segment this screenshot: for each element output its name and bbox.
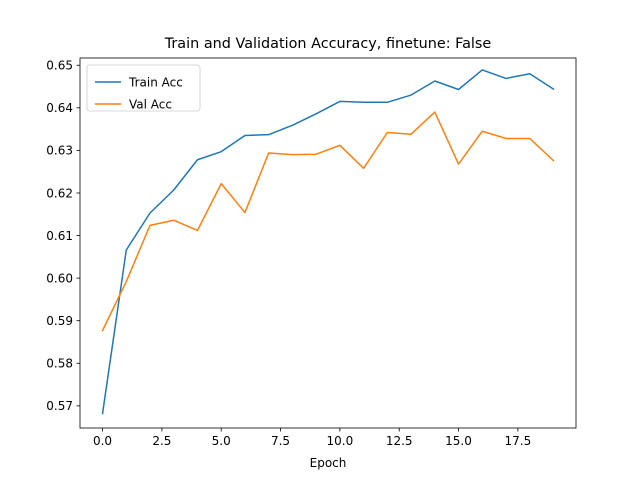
x-tick-label: 0.0: [93, 434, 112, 448]
y-tick-label: 0.60: [46, 271, 73, 285]
y-tick-label: 0.58: [46, 357, 73, 371]
legend-box: [86, 64, 201, 112]
x-axis: 0.0 2.5 5.0 7.5 10.0 12.5 15.0 17.5: [93, 428, 531, 448]
x-tick-label: 10.0: [327, 434, 354, 448]
chart-title: Train and Validation Accuracy, finetune:…: [164, 36, 492, 52]
y-tick-label: 0.61: [46, 229, 73, 243]
x-tick-label: 17.5: [504, 434, 531, 448]
y-tick-label: 0.63: [46, 144, 73, 158]
legend-label: Train Acc: [128, 76, 183, 90]
x-tick-label: 2.5: [152, 434, 171, 448]
y-tick-label: 0.65: [46, 59, 73, 73]
x-axis-label: Epoch: [310, 456, 347, 470]
x-tick-label: 15.0: [445, 434, 472, 448]
x-tick-label: 7.5: [271, 434, 290, 448]
plot-area: [79, 57, 577, 429]
y-tick-label: 0.64: [46, 101, 73, 115]
legend-label: Val Acc: [129, 98, 172, 112]
x-tick-label: 12.5: [386, 434, 413, 448]
y-tick-label: 0.62: [46, 186, 73, 200]
series-line-train-acc: [101, 69, 555, 415]
y-axis: 0.57 0.58 0.59 0.60 0.61 0.62 0.63 0.64 0.65: [46, 59, 80, 413]
series-layer: [101, 69, 555, 415]
legend: Train Acc Val Acc: [86, 64, 201, 112]
y-tick-label: 0.59: [46, 314, 73, 328]
x-tick-label: 5.0: [212, 434, 231, 448]
y-tick-label: 0.57: [46, 399, 73, 413]
axes-frame: [79, 57, 577, 429]
series-line-val-acc: [101, 111, 555, 332]
